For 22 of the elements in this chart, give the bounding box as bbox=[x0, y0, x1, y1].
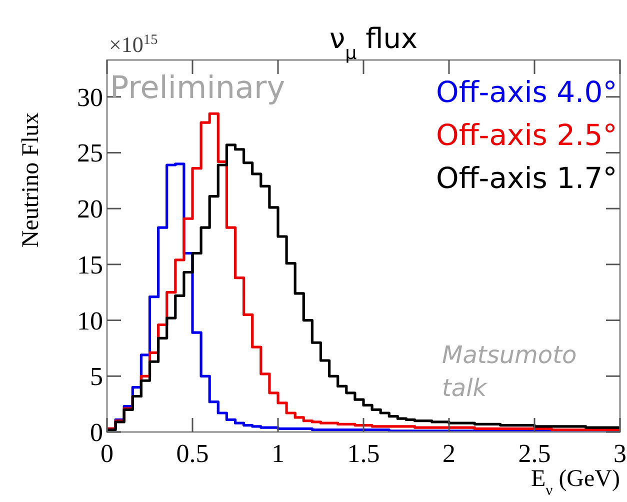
y-tick-label: 5 bbox=[90, 362, 103, 392]
x-tick-label: 1.5 bbox=[347, 439, 380, 468]
y-axis-title: Neutrino Flux bbox=[18, 112, 44, 248]
x-tick-label: 2 bbox=[442, 439, 456, 468]
x-tick-label: 1 bbox=[272, 439, 284, 468]
x-tick-label: 0.5 bbox=[176, 439, 209, 468]
y-tick-label: 30 bbox=[77, 82, 103, 112]
text: ×10$^{15}$ bbox=[109, 32, 158, 57]
annotation: Preliminary bbox=[110, 70, 286, 106]
text: Off-axis 4.0° bbox=[436, 75, 618, 109]
y-tick-label: 25 bbox=[77, 138, 103, 168]
chart-title: ν$_{μ}$ flux bbox=[329, 22, 418, 64]
y-tick-label: 10 bbox=[77, 306, 103, 336]
x-tick-label: 2.5 bbox=[518, 439, 551, 468]
y-tick-label: 20 bbox=[77, 194, 103, 224]
y-tick-label: 15 bbox=[77, 250, 103, 280]
y-tick-label: 0 bbox=[90, 418, 103, 447]
x-tick-label: 3 bbox=[614, 439, 626, 468]
text: Off-axis 1.7° bbox=[436, 161, 618, 195]
x-axis-title: E$_{ν}$ (GeV) bbox=[530, 466, 620, 498]
annotation: Matsumoto talk bbox=[442, 341, 577, 402]
text: Off-axis 2.5° bbox=[436, 118, 618, 152]
